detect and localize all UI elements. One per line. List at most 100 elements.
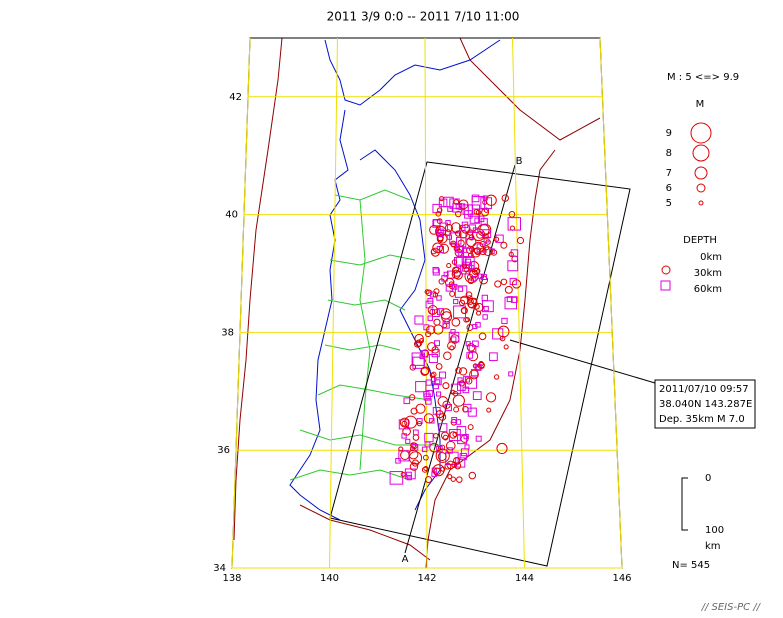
event: [406, 471, 412, 478]
event: [415, 339, 423, 347]
event: [427, 342, 437, 352]
lat-label: 38: [221, 327, 234, 338]
event: [467, 204, 481, 217]
event: [454, 230, 462, 237]
event: [456, 426, 467, 436]
event: [475, 435, 482, 442]
event: [432, 309, 440, 318]
trough-line: [299, 504, 431, 561]
legend-range: M : 5 <=> 9.9: [667, 72, 739, 83]
event: [423, 466, 429, 472]
event: [466, 236, 477, 247]
event: [456, 476, 463, 483]
event: [472, 227, 479, 233]
event: [400, 471, 406, 477]
event: [427, 315, 433, 321]
event: [444, 223, 454, 233]
event: [451, 283, 458, 290]
event: [475, 322, 481, 328]
event: [433, 433, 439, 439]
event: [473, 247, 482, 255]
event: [451, 259, 458, 265]
event: [436, 391, 442, 397]
event: [457, 377, 463, 383]
plate-boundaries: [233, 37, 601, 569]
event: [462, 386, 470, 394]
event: [447, 474, 453, 480]
event: [439, 243, 450, 254]
event: [507, 260, 519, 272]
event: [463, 375, 470, 383]
grid-line: [599, 37, 623, 569]
event: [461, 221, 469, 229]
event: [458, 380, 465, 387]
event: [461, 263, 468, 269]
lon-label: 142: [417, 573, 436, 584]
event: [447, 206, 453, 212]
event: [449, 431, 457, 439]
event: [398, 419, 409, 430]
annotation-line: 38.040N 143.287E: [659, 399, 752, 410]
event: [437, 452, 447, 461]
legend-magnitude: 5: [666, 198, 672, 209]
event: [403, 397, 411, 405]
event: [463, 247, 473, 257]
event: [456, 237, 467, 248]
event: [424, 289, 430, 295]
scale-top: 0: [705, 473, 711, 484]
event: [467, 301, 475, 309]
event: [472, 363, 478, 369]
event: [450, 329, 456, 335]
event: [433, 318, 441, 326]
event: [475, 209, 482, 216]
event: [506, 296, 513, 303]
event: [413, 340, 422, 348]
event: [434, 340, 440, 347]
event: [415, 381, 427, 393]
legend-depth: 30km: [694, 268, 722, 279]
event: [452, 202, 462, 213]
event: [435, 211, 442, 217]
event: [425, 389, 433, 397]
event: [420, 367, 429, 376]
grid-line: [231, 37, 251, 569]
event: [436, 229, 442, 235]
event: [434, 379, 441, 385]
event: [460, 224, 471, 234]
lon-label: 138: [222, 573, 241, 584]
event: [467, 424, 474, 431]
event: [450, 389, 456, 395]
event: [472, 228, 486, 242]
lat-label: 40: [225, 210, 238, 221]
grid-line: [512, 37, 525, 569]
event: [414, 315, 424, 325]
event: [516, 236, 525, 245]
event: [486, 407, 492, 413]
event: [432, 464, 445, 477]
event: [472, 391, 482, 401]
event: [429, 442, 440, 453]
event: [409, 446, 415, 452]
grid-line: [329, 37, 338, 569]
event: [420, 366, 430, 376]
graticule: [231, 37, 623, 569]
event: [472, 340, 479, 348]
legend-magnitude: 6: [666, 183, 672, 194]
scale-unit: km: [705, 541, 721, 552]
event: [433, 467, 441, 476]
event: [428, 353, 438, 364]
event: [454, 462, 462, 470]
event: [453, 406, 460, 413]
event: [451, 317, 461, 327]
event: [414, 333, 424, 344]
event: [469, 246, 475, 253]
event: [423, 393, 431, 401]
section-axis: [404, 164, 516, 554]
event: [471, 267, 480, 276]
event: [495, 234, 504, 243]
event: [453, 305, 466, 319]
event: [465, 376, 478, 389]
event: [490, 249, 498, 256]
event: [443, 271, 449, 277]
legend-circle: [690, 122, 712, 144]
